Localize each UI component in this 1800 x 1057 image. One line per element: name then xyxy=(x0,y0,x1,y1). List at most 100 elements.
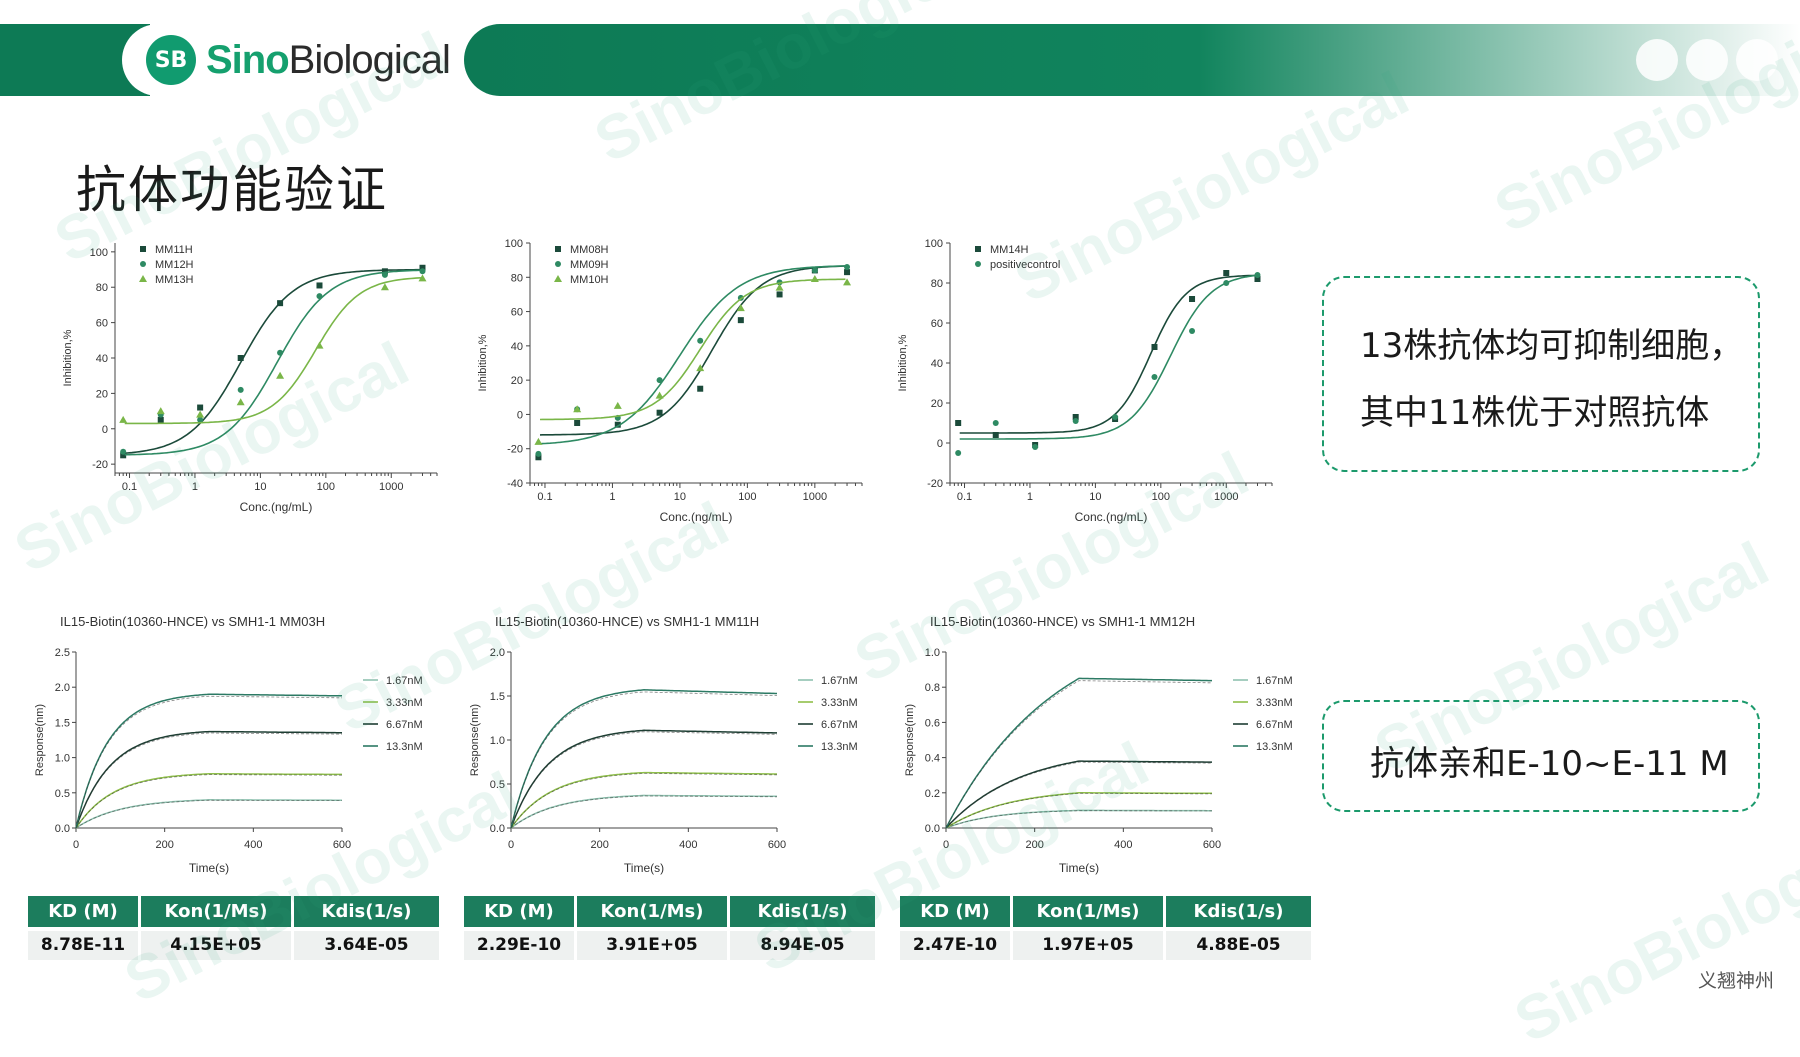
sensorgram-13.3nM xyxy=(510,689,777,829)
legend-label: MM09H xyxy=(570,259,609,271)
x-tick-label: 0.1 xyxy=(122,481,137,493)
data-point xyxy=(1189,328,1196,334)
data-point xyxy=(419,264,426,271)
legend-marker xyxy=(140,246,146,252)
y-axis-label: Response(nm) xyxy=(34,704,46,776)
legend-label: MM11H xyxy=(155,244,193,256)
y-tick-label: 0.0 xyxy=(55,823,70,835)
legend-label: 1.67nM xyxy=(386,675,423,687)
table-header-cell: Kdis(1/s) xyxy=(294,896,439,927)
data-point xyxy=(418,274,427,282)
y-tick-label: 40 xyxy=(931,358,943,370)
x-tick-label: 0.1 xyxy=(957,491,972,503)
data-point xyxy=(697,337,704,344)
legend-marker xyxy=(555,261,561,267)
y-tick-label: 1.0 xyxy=(55,753,70,765)
x-tick-label: 1 xyxy=(1027,491,1033,503)
data-point xyxy=(380,283,389,291)
x-tick-label: 1 xyxy=(192,481,198,493)
fit-line-1.67nM xyxy=(510,795,777,829)
legend-label: MM08H xyxy=(570,244,609,256)
y-axis-label: Response(nm) xyxy=(904,704,916,776)
y-tick-label: 1.0 xyxy=(925,647,940,659)
header-band xyxy=(0,24,1800,96)
table-header-cell: KD (M) xyxy=(464,896,574,927)
y-tick-label: 1.5 xyxy=(490,691,505,703)
data-point xyxy=(1254,272,1261,278)
legend-marker xyxy=(140,261,146,267)
legend-marker xyxy=(554,275,562,282)
data-point xyxy=(196,410,205,418)
y-tick-label: 0 xyxy=(937,438,943,450)
y-tick-label: 0.5 xyxy=(55,788,70,800)
legend-label: MM14H xyxy=(990,244,1029,256)
data-point xyxy=(737,317,744,324)
data-point xyxy=(120,452,127,459)
data-point xyxy=(844,269,851,276)
legend-label: 13.3nM xyxy=(1256,741,1293,753)
y-tick-label: 1.0 xyxy=(490,735,505,747)
fit-curve-MM12H xyxy=(124,269,421,456)
data-point xyxy=(843,278,852,286)
y-tick-label: 60 xyxy=(96,318,108,330)
fit-line-6.67nM xyxy=(510,731,777,829)
inhibition-chart-1: -20 0 20 40 60 80 100 0.1 1 10 100 1000 Conc.(ng/mL)… xyxy=(55,235,445,535)
fit-curve-MM11H xyxy=(124,268,421,454)
data-point xyxy=(775,283,784,291)
y-tick-label: 60 xyxy=(511,307,523,319)
data-point xyxy=(574,420,581,426)
watermark: SinoBiological xyxy=(1504,799,1800,1057)
data-point xyxy=(237,355,244,361)
fit-line-6.67nM xyxy=(945,761,1212,829)
data-point xyxy=(656,409,663,416)
sensorgram-1.67nM xyxy=(945,809,1212,829)
y-tick-label: 0.0 xyxy=(490,823,505,835)
data-point xyxy=(614,421,621,428)
data-point xyxy=(1032,444,1039,450)
fit-line-6.67nM xyxy=(75,732,342,829)
data-point xyxy=(1254,276,1261,282)
x-tick-label: 10 xyxy=(674,491,686,503)
fit-curve-positivecontrol xyxy=(959,274,1256,440)
y-tick-label: 0.6 xyxy=(925,717,940,729)
y-tick-label: -20 xyxy=(92,459,108,471)
data-point xyxy=(197,404,204,411)
y-tick-label: 80 xyxy=(96,282,108,294)
y-tick-label: 2.0 xyxy=(490,647,505,659)
data-point xyxy=(237,386,244,393)
data-point xyxy=(157,416,164,423)
data-point xyxy=(1151,344,1158,350)
table-value-cell: 8.94E-05 xyxy=(730,931,875,960)
y-tick-label: 0.0 xyxy=(925,823,940,835)
legend-label: 1.67nM xyxy=(1256,675,1293,687)
kinetics-chart-2: IL15-Biotin(10360-HNCE) vs SMH1-1 MM11H 0… xyxy=(465,610,885,885)
footer-text: 义翘神州 xyxy=(1697,970,1774,992)
x-tick-label: 400 xyxy=(244,839,262,851)
fit-curve-MM09H xyxy=(539,265,846,445)
legend-label: 6.67nM xyxy=(386,719,423,731)
chart-title: IL15-Biotin(10360-HNCE) vs SMH1-1 MM12H xyxy=(930,614,1195,629)
data-point xyxy=(120,448,127,455)
table-header-cell: Kdis(1/s) xyxy=(730,896,875,927)
data-point xyxy=(381,268,388,275)
data-point xyxy=(776,291,783,298)
data-point xyxy=(1223,280,1230,286)
y-tick-label: 2.5 xyxy=(55,647,70,659)
data-point xyxy=(1072,418,1079,424)
data-point xyxy=(1223,270,1230,276)
x-tick-label: 200 xyxy=(1025,839,1043,851)
callout-line: 其中11株优于对照抗体 xyxy=(1360,393,1710,433)
y-tick-label: 0.5 xyxy=(490,779,505,791)
legend-label: 3.33nM xyxy=(1256,697,1293,709)
header-dot-icon xyxy=(1686,39,1728,81)
fit-curve-MM08H xyxy=(539,265,846,436)
callout-line: 抗体亲和E-10~E-11 M xyxy=(1370,744,1729,784)
y-axis-label: Response(nm) xyxy=(469,704,481,776)
legend-label: 1.67nM xyxy=(821,675,858,687)
fit-line-13.3nM xyxy=(510,691,777,829)
data-point xyxy=(955,420,962,426)
sensorgram-13.3nM xyxy=(945,677,1212,829)
y-axis-label: Inhibition,% xyxy=(897,334,909,391)
inhibition-chart-3: -20 0 20 40 60 80 100 0.1 1 10 100 1000 Conc.(ng/mL)… xyxy=(890,235,1280,545)
data-point xyxy=(277,349,284,356)
